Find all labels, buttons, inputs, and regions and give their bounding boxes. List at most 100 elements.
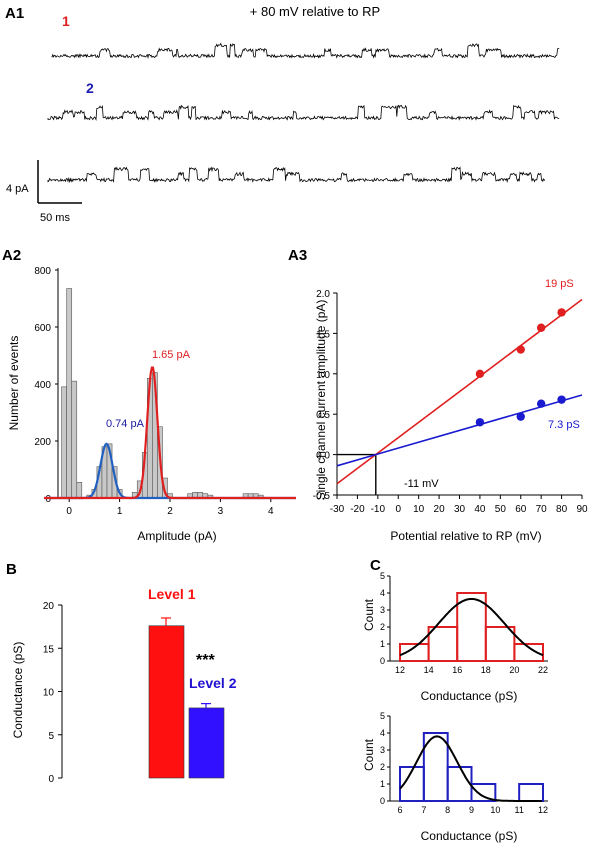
a3-x-tick-label: 70 (536, 504, 548, 515)
a2-x-tick-label: 2 (167, 506, 173, 517)
c-y-tick-label: 5 (380, 711, 385, 721)
gaussian-fit-curve (399, 598, 544, 657)
panel-label-c: C (370, 557, 381, 574)
bar-label-level-2: Level 2 (189, 675, 237, 691)
a2-x-tick-label: 0 (66, 506, 72, 517)
a2-x-label: Amplitude (pA) (137, 529, 216, 543)
b-y-tick-label: 20 (43, 601, 55, 612)
b-y-tick-label: 0 (48, 774, 54, 785)
c-x-tick-label: 20 (509, 665, 519, 675)
data-point (536, 399, 546, 408)
c-bottom-y-label: Count (362, 738, 376, 771)
a3-y-tick-label: 1.5 (316, 329, 330, 340)
c-x-tick-label: 12 (538, 805, 548, 815)
c-x-tick-label: 16 (452, 665, 462, 675)
c-y-tick-label: 0 (380, 796, 385, 806)
trace-1-label: 1 (62, 13, 70, 29)
current-trace-3 (47, 166, 546, 183)
conductance-bar (148, 625, 185, 779)
current-trace-1 (51, 42, 560, 60)
c-y-tick-label: 0 (380, 656, 385, 666)
bar-label-level-1: Level 1 (148, 586, 196, 602)
c-x-tick-label: 11 (514, 805, 523, 815)
data-point (475, 418, 485, 427)
count-bar (513, 643, 545, 662)
series-label-7-3ps: 7.3 pS (548, 419, 580, 431)
conductance-bar (188, 707, 225, 779)
a2-x-tick-label: 4 (268, 506, 274, 517)
c-x-tick-label: 9 (469, 805, 474, 815)
c-y-tick-label: 4 (380, 728, 385, 738)
histogram-bar (71, 380, 78, 499)
a2-y-tick-label: 0 (45, 494, 51, 505)
c-x-tick-label: 8 (445, 805, 450, 815)
c-x-tick-label: 7 (421, 805, 426, 815)
amplitude-histogram: 0 200 400 600 800 0 1 2 3 4 0.74 pA 1.65 pA Ampli… (7, 266, 296, 543)
c-y-tick-label: 4 (380, 588, 385, 598)
c-x-tick-label: 18 (481, 665, 491, 675)
fit-curve-level-1 (44, 366, 296, 500)
c-y-tick-label: 3 (380, 605, 385, 615)
panel-label-a3: A3 (288, 247, 307, 264)
b-y-tick-label: 10 (43, 688, 55, 699)
scale-bar: 4 pA 50 ms (6, 160, 82, 224)
data-point (536, 323, 546, 332)
reversal-label: -11 mV (404, 478, 439, 490)
a2-x-tick-label: 3 (218, 506, 224, 517)
a2-y-tick-label: 200 (34, 437, 51, 448)
c-y-tick-label: 3 (380, 745, 385, 755)
a2-y-tick-label: 600 (34, 323, 51, 334)
c-top-y-label: Count (362, 598, 376, 631)
a3-x-tick-label: 0 (395, 504, 401, 515)
a2-y-tick-label: 400 (34, 380, 51, 391)
panel-label-a1: A1 (5, 5, 24, 22)
significance-marker: *** (196, 652, 215, 669)
a3-x-tick-label: 10 (413, 504, 425, 515)
c-y-tick-label: 1 (380, 779, 385, 789)
b-y-tick-label: 15 (43, 644, 55, 655)
a3-x-tick-label: 80 (556, 504, 568, 515)
a3-x-tick-label: 30 (454, 504, 466, 515)
c-x-tick-label: 10 (490, 805, 500, 815)
iv-plot: -0.5 0.0 0.5 1.0 1.5 2.0 -30 -20 -10 0 10 20 30 40 50 6… (313, 278, 588, 543)
a3-y-tick-label: 2.0 (316, 289, 330, 300)
c-y-tick-label: 2 (380, 762, 385, 772)
panel-label-a2: A2 (2, 247, 21, 264)
b-y-label: Conductance (pS) (11, 642, 25, 739)
c-bottom-x-label: Conductance (pS) (421, 829, 518, 843)
data-point (516, 412, 525, 421)
a3-y-tick-label: 0.5 (316, 410, 330, 421)
data-point (516, 345, 525, 354)
c-y-tick-label: 1 (380, 639, 385, 649)
a3-x-tick-label: -20 (350, 504, 365, 515)
count-bar (484, 626, 516, 662)
scale-current-label: 4 pA (6, 183, 29, 195)
a3-x-label: Potential relative to RP (mV) (390, 529, 541, 543)
c-x-tick-label: 22 (538, 665, 548, 675)
fit-label-level-2: 0.74 pA (106, 418, 145, 430)
fit-label-level-1: 1.65 pA (152, 349, 191, 361)
scale-time-label: 50 ms (40, 212, 70, 224)
a3-x-tick-label: -10 (371, 504, 386, 515)
count-bar (456, 592, 487, 662)
a3-y-tick-label: 1.0 (316, 370, 330, 381)
a2-y-label: Number of events (7, 336, 21, 431)
c-y-tick-label: 2 (380, 622, 385, 632)
data-point (557, 308, 566, 317)
a3-x-tick-label: 60 (515, 504, 527, 515)
current-trace-2 (47, 104, 560, 121)
series-label-19ps: 19 pS (545, 278, 574, 290)
data-point (557, 395, 566, 404)
c-top-x-label: Conductance (pS) (421, 689, 518, 703)
count-bar (446, 766, 473, 802)
histogram-bar (76, 482, 83, 499)
trace-2-label: 2 (86, 80, 94, 96)
c-y-tick-label: 5 (380, 571, 385, 581)
histogram-bar (66, 288, 73, 499)
a3-x-tick-label: 90 (576, 504, 588, 515)
trace-title: + 80 mV relative to RP (250, 4, 380, 19)
fit-line (336, 394, 583, 467)
a2-y-tick-label: 800 (34, 266, 51, 277)
